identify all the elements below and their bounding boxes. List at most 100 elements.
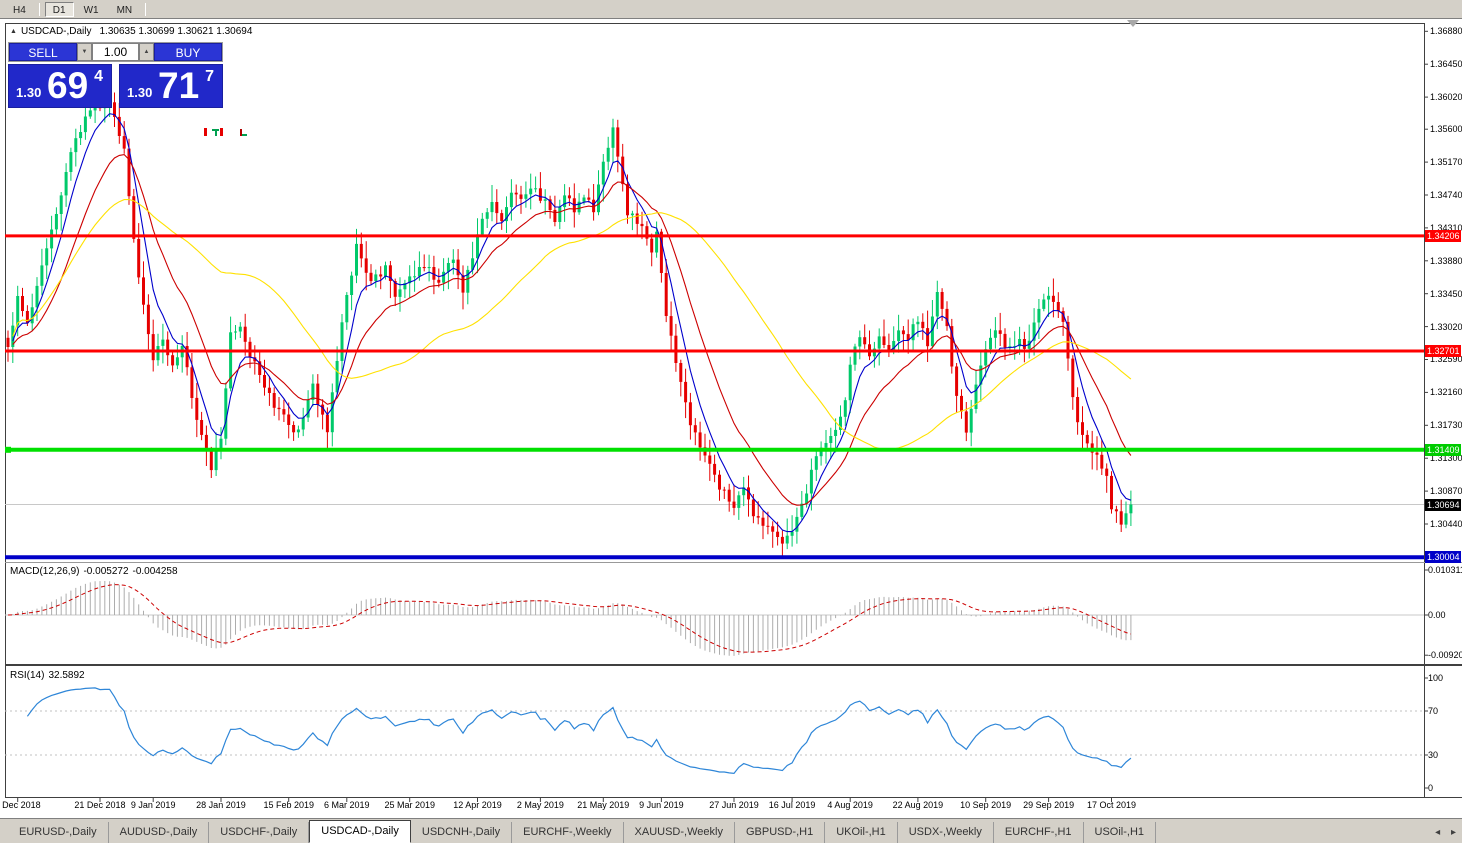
chart-tab-eurusd[interactable]: EURUSD-,Daily [8,822,109,843]
price-tick-label: 1.32160 [1430,387,1462,398]
chart-canvas[interactable] [0,19,1462,818]
price-line-badge: 1.31409 [1425,443,1461,456]
price-tick-label: 1.34740 [1430,190,1462,201]
chart-tab-usdcad[interactable]: USDCAD-,Daily [309,820,411,843]
volume-down-button[interactable]: ▼ [77,43,92,61]
date-tick-label[interactable]: 12 Apr 2019 [453,800,502,810]
date-tick-label[interactable]: 25 Mar 2019 [384,800,435,810]
axis-ticks [17,30,1428,802]
buy-price-base: 1.30 [127,85,153,100]
chart-title: ▲ USDCAD-,Daily 1.30635 1.30699 1.30621 1.… [10,26,252,37]
timeframe-button-mn[interactable]: MN [108,1,141,17]
date-tick-label[interactable]: 10 Sep 2019 [960,800,1012,810]
chart-tab-eurchf[interactable]: EURCHF-,Weekly [512,822,624,843]
macd-indicator-label: MACD(12,26,9) -0.005272 -0.004258 [10,566,178,577]
price-tick-label: 1.33880 [1430,255,1462,266]
date-tick-label[interactable]: 9 Jun 2019 [639,800,684,810]
rsi-pane [5,687,1424,775]
date-tick-label[interactable]: 22 Aug 2019 [892,800,944,810]
date-tick-label[interactable]: 27 Jun 2019 [709,800,759,810]
chart-tab-gbpusd[interactable]: GBPUSD-,H1 [735,822,826,843]
buy-button[interactable]: BUY [154,43,222,61]
price-tick-label: 1.36880 [1430,26,1462,37]
tab-scroll-right-icon[interactable]: ▸ [1450,827,1456,838]
date-tick-label[interactable]: 28 Jan 2019 [196,800,246,810]
rsi-value: 32.5892 [48,670,85,681]
price-tick-label: 1.30870 [1430,486,1462,497]
chart-tab-usdchf[interactable]: USDCHF-,Daily [209,822,310,843]
price-tick-label: 1.33020 [1430,321,1462,332]
date-tick-label[interactable]: 17 Oct 2019 [1086,800,1137,810]
macd-pane [5,581,1424,656]
chart-window[interactable]: ▲ USDCAD-,Daily 1.30635 1.30699 1.30621 1.… [0,19,1462,818]
volume-input[interactable] [92,43,139,61]
timeframe-button-h4[interactable]: H4 [5,1,34,17]
price-tick-label: 1.33450 [1430,288,1462,299]
chart-symbol-label: USDCAD-,Daily [20,26,92,37]
chart-tab-usoil[interactable]: USOil-,H1 [1084,822,1157,843]
price-line-badge: 1.32701 [1425,345,1461,357]
macd-tick-label: -0.009203 [1428,650,1462,661]
rsi-line [26,687,1132,775]
trade-controls-row: SELL ▼ ▲ BUY [8,42,223,62]
volume-up-button[interactable]: ▲ [139,43,154,61]
collapse-triangle-icon[interactable]: ▲ [10,28,17,35]
sell-button[interactable]: SELL [9,43,77,61]
chart-tab-ukoil[interactable]: UKOil-,H1 [825,822,898,843]
horizontal-level-lines [5,234,1424,560]
tab-scroll-controls: ◂ ▸ [1427,827,1456,838]
date-tick-label[interactable]: 6 Mar 2019 [324,800,370,810]
price-tick-label: 1.36020 [1430,92,1462,103]
sell-price-tile[interactable]: 1.30 69 4 [8,64,112,108]
sell-price-pip: 4 [94,68,103,85]
macd-tick-label: 0.010311 [1428,564,1462,575]
price-tick-label: 1.31730 [1430,420,1462,431]
current-price-badge: 1.30694 [1425,498,1461,511]
line-anchor-handle [5,446,11,453]
rsi-tick-label: 30 [1428,750,1439,760]
macd-signal-line [7,584,1132,653]
moving-averages [12,113,1132,533]
toolbar-separator [145,2,147,16]
timeframe-buttons: H4 D1 W1 MN [4,1,150,17]
chart-tab-eurchf[interactable]: EURCHF-,H1 [994,822,1084,843]
date-tick-label[interactable]: 21 Dec 2018 [74,800,126,810]
price-tick-label: 1.31300 [1430,453,1462,464]
date-tick-label[interactable]: 29 Sep 2019 [1023,800,1075,810]
date-tick-label[interactable]: 15 Feb 2019 [263,800,314,810]
buy-price-tile[interactable]: 1.30 71 7 [119,64,223,108]
price-line-badge: 1.30004 [1425,551,1461,564]
chart-object-markers [204,127,254,137]
rsi-indicator-label: RSI(14) 32.5892 [10,670,85,681]
chart-tab-usdcnh[interactable]: USDCNH-,Daily [411,822,513,843]
timeframe-button-w1[interactable]: W1 [75,1,107,17]
chart-shift-marker-icon[interactable] [1127,20,1139,27]
timeframe-button-d1[interactable]: D1 [44,1,74,17]
buy-price-pip: 7 [205,68,214,85]
date-tick-label[interactable]: 4 Aug 2019 [827,800,873,810]
tab-scroll-left-icon[interactable]: ◂ [1435,827,1441,838]
rsi-tick-label: 100 [1428,673,1444,683]
candlesticks [6,88,1133,556]
date-tick-label[interactable]: 9 Jan 2019 [130,800,176,810]
chart-tab-audusd[interactable]: AUDUSD-,Daily [109,822,210,843]
chart-tab-xauusd[interactable]: XAUUSD-,Weekly [624,822,735,843]
one-click-trade-panel: SELL ▼ ▲ BUY 1.30 69 4 1.30 71 7 [8,42,247,136]
date-tick-label[interactable]: 16 Jul 2019 [768,800,816,810]
price-tick-label: 1.30440 [1430,518,1462,529]
chart-tab-usdx[interactable]: USDX-,Weekly [898,822,994,843]
rsi-name: RSI(14) [10,670,45,681]
buy-price-big: 71 [158,65,200,106]
chart-tabs: EURUSD-,Daily AUDUSD-,Daily USDCHF-,Daily U… [8,820,1157,843]
date-tick-label[interactable]: 21 May 2019 [577,800,630,810]
date-tick-label[interactable]: 3 Dec 2018 [0,800,41,810]
price-tick-label: 1.35170 [1430,157,1462,168]
rsi-tick-label: 70 [1428,706,1439,716]
price-tick-label: 1.36450 [1430,59,1462,70]
toolbar-separator [38,2,40,16]
date-tick-label[interactable]: 2 May 2019 [516,800,564,810]
chart-tab-bar: EURUSD-,Daily AUDUSD-,Daily USDCHF-,Daily U… [0,818,1462,843]
macd-histogram [12,581,1132,656]
price-tick-label: 1.35600 [1430,124,1462,135]
